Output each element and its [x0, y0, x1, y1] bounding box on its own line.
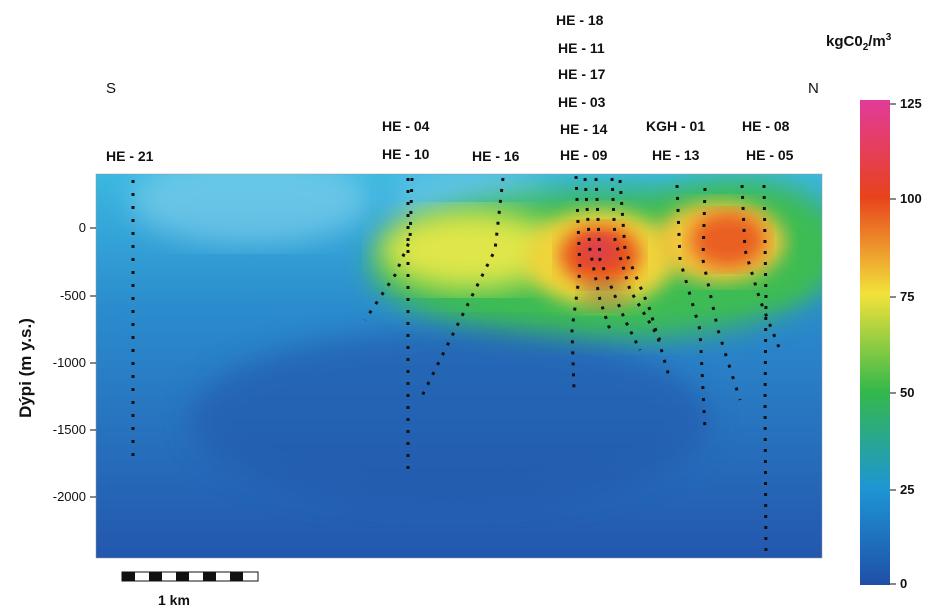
plot-frame: [95, 173, 823, 559]
colorbar-tick-label: 0: [900, 576, 908, 591]
colorbar-tick-label: 50: [900, 385, 915, 400]
well-label-he03: HE - 03: [558, 94, 606, 110]
well-label-he17: HE - 17: [558, 66, 606, 82]
direction-north-label: N: [808, 80, 819, 97]
well-label-he11: HE - 11: [558, 40, 605, 56]
well-traces: [131, 175, 782, 559]
well-label-he10: HE - 10: [382, 146, 430, 162]
well-label-he16: HE - 16: [472, 148, 520, 164]
colorbar: [860, 100, 890, 585]
colorbar-tick-label: 75: [900, 289, 915, 304]
y-tick-label: -500: [59, 288, 86, 303]
colorbar-ticks: [890, 103, 896, 585]
colorbar-title: kgC02/m3: [826, 32, 892, 53]
well-label-he05: HE - 05: [746, 147, 794, 163]
heatmap-field: [96, 174, 822, 558]
well-label-he13: HE - 13: [652, 147, 700, 163]
colorbar-tick-label: 25: [900, 482, 915, 497]
y-tick-label: -1500: [52, 422, 86, 437]
scale-bar: [121, 571, 259, 582]
well-label-he08: HE - 08: [742, 118, 790, 134]
direction-south-label: S: [106, 80, 117, 97]
well-label-he21: HE - 21: [106, 148, 154, 164]
well-label-kgh01: KGH - 01: [646, 118, 706, 134]
well-label-he18: HE - 18: [556, 12, 604, 28]
well-label-he14: HE - 14: [560, 121, 608, 137]
scale-bar-label: 1 km: [158, 592, 190, 608]
well-label-he04: HE - 04: [382, 118, 430, 134]
well-label-he09: HE - 09: [560, 147, 608, 163]
y-tick-label: 0: [78, 220, 86, 235]
y-tick-label: -2000: [52, 489, 86, 504]
colorbar-tick-label: 100: [900, 191, 922, 206]
y-ticks: [90, 227, 96, 498]
colorbar-tick-label: 125: [900, 96, 922, 111]
y-tick-label: -1000: [52, 355, 86, 370]
